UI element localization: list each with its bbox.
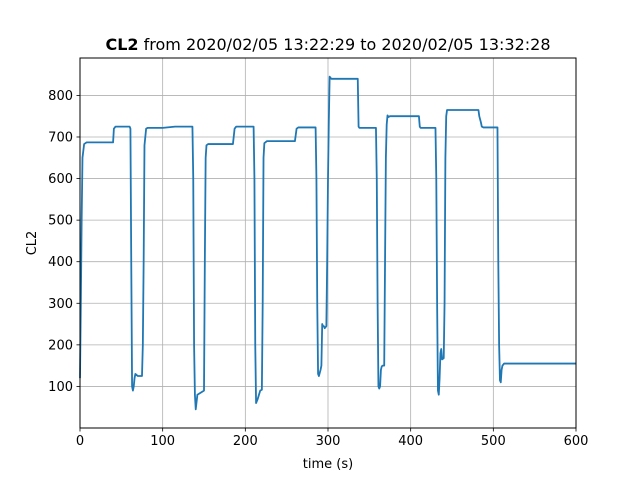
x-axis-label: time (s) (303, 457, 353, 472)
x-tick-label: 500 (481, 434, 506, 449)
plot-area (79, 75, 576, 411)
x-tick-label: 400 (398, 434, 423, 449)
y-tick-label: 700 (48, 130, 73, 145)
x-tick-label: 0 (76, 434, 84, 449)
chart-title: CL2 from 2020/02/05 13:22:29 to 2020/02/… (105, 35, 550, 54)
x-tick-label: 300 (316, 434, 341, 449)
y-tick-label: 800 (48, 89, 73, 104)
y-axis: 100 200 300 400 500 600 700 800 (48, 89, 80, 395)
y-tick-label: 400 (48, 255, 73, 270)
y-tick-label: 500 (48, 214, 73, 229)
y-tick-label: 200 (48, 338, 73, 353)
y-tick-label: 100 (48, 380, 73, 395)
series-line-0 (79, 75, 576, 411)
x-tick-label: 600 (564, 434, 589, 449)
x-tick-label: 200 (233, 434, 258, 449)
x-axis: 0 100 200 300 400 500 600 (76, 428, 589, 449)
chart-title-rest: from 2020/02/05 13:22:29 to 2020/02/05 1… (139, 35, 551, 54)
y-axis-label: CL2 (25, 231, 40, 256)
chart-title-bold: CL2 (105, 35, 138, 54)
y-tick-label: 600 (48, 172, 73, 187)
y-tick-label: 300 (48, 297, 73, 312)
x-tick-label: 100 (150, 434, 175, 449)
